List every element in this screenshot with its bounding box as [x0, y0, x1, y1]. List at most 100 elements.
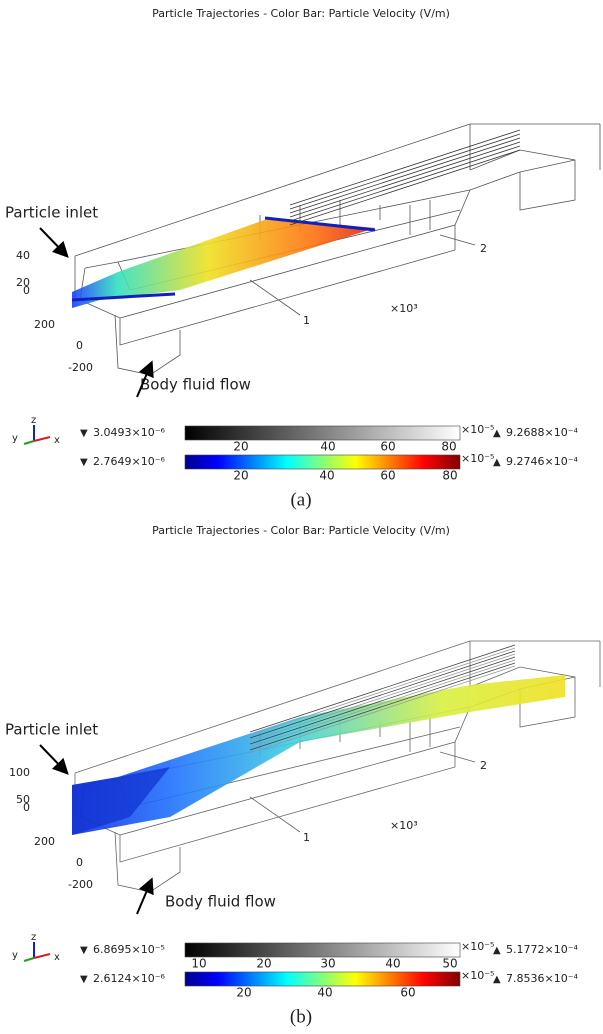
min-symbol: ▼ [80, 428, 88, 439]
colorbar [184, 425, 461, 441]
colorbar-tick-label: 20 [256, 957, 271, 971]
trajectory [249, 665, 516, 754]
colorbar-tick-label: 40 [319, 469, 334, 483]
arrow [39, 227, 69, 258]
wireframe [84, 159, 576, 269]
inlet-label: Particle inlet [5, 204, 98, 222]
colorbar-max: 9.2688×10⁻⁴ [506, 426, 579, 439]
max-symbol: ▲ [493, 945, 501, 956]
colorbar-tick-label: 80 [442, 469, 457, 483]
colorbar [184, 454, 461, 470]
axis-label: 0 [76, 856, 83, 869]
axis-label: ×10³ [390, 302, 418, 315]
trajectory-band [72, 675, 565, 835]
wireframe [249, 279, 301, 316]
colorbar-tick-label: 80 [441, 440, 456, 454]
colorbar-min: 3.0493×10⁻⁶ [93, 426, 166, 439]
colorbar-tick-label: 20 [236, 986, 251, 1000]
trajectory-band [72, 767, 170, 835]
wireframe [439, 751, 476, 763]
trajectory [289, 149, 521, 226]
triad-label: y [12, 433, 18, 444]
triad-label: z [31, 932, 36, 943]
axis-label: 0 [76, 339, 83, 352]
trajectory [289, 129, 521, 206]
colorbar-tick-label: 60 [380, 440, 395, 454]
max-symbol: ▲ [493, 457, 501, 468]
colorbar-tick-label: 30 [320, 957, 335, 971]
colorbar-tick-label: 10 [191, 957, 206, 971]
arrow [39, 744, 69, 775]
axis-label: ×10³ [390, 819, 418, 832]
colorbar [184, 942, 461, 958]
wireframe [469, 666, 576, 728]
trajectory [249, 647, 516, 736]
axis-label: 50 [16, 793, 30, 806]
trajectory [289, 137, 521, 214]
colorbar-tick-label: 40 [385, 957, 400, 971]
axis-label: 1 [303, 314, 310, 327]
colorbar-tick-label: 60 [380, 469, 395, 483]
trajectory [249, 656, 516, 745]
caption: (a) [290, 489, 311, 510]
flow-label: Body fluid flow [140, 376, 251, 394]
colorbar-tick-label: 20 [233, 469, 248, 483]
max-symbol: ▲ [493, 974, 501, 985]
flow-label: Body fluid flow [165, 893, 276, 911]
wireframe [119, 742, 456, 863]
trajectory [249, 644, 516, 733]
trajectory-band [72, 218, 375, 308]
min-symbol: ▼ [80, 457, 88, 468]
colorbar [184, 971, 461, 987]
wireframe [119, 225, 456, 346]
panel: Particle Trajectories - Color Bar: Parti… [5, 524, 601, 1027]
axis-label: 20 [16, 276, 30, 289]
triad-axis [23, 957, 35, 962]
colorbar-tick-label: 20 [233, 440, 248, 454]
colorbar-exponent: ×10⁻⁵ [461, 423, 494, 436]
triad-axis [23, 440, 35, 445]
colorbar-tick-label: 40 [317, 986, 332, 1000]
wireframe [114, 831, 181, 893]
caption: (b) [290, 1006, 312, 1027]
panel-title: Particle Trajectories - Color Bar: Parti… [152, 7, 450, 20]
triad-axis [33, 436, 51, 442]
trajectory [289, 133, 521, 210]
colorbar-exponent: ×10⁻⁵ [461, 452, 494, 465]
axis-label: 200 [34, 835, 55, 848]
axis-label: 1 [303, 831, 310, 844]
colorbar-tick-label: 40 [320, 440, 335, 454]
axis-label: 2 [480, 242, 487, 255]
min-symbol: ▼ [80, 945, 88, 956]
wireframe [469, 149, 576, 211]
axis-label: 200 [34, 318, 55, 331]
arrow [136, 877, 154, 915]
colorbar-max: 9.2746×10⁻⁴ [506, 455, 579, 468]
inlet-label: Particle inlet [5, 721, 98, 739]
trajectory [289, 145, 521, 222]
trajectory [249, 662, 516, 751]
colorbar-exponent: ×10⁻⁵ [461, 940, 494, 953]
axis-label: -200 [68, 878, 93, 891]
wireframe [249, 796, 301, 833]
colorbar-tick-label: 50 [442, 957, 457, 971]
trajectory [249, 659, 516, 748]
trajectory [264, 216, 376, 232]
colorbar-tick-label: 60 [400, 986, 415, 1000]
colorbar-min: 2.7649×10⁻⁶ [93, 455, 166, 468]
trajectory [289, 141, 521, 218]
triad-label: y [12, 950, 18, 961]
colorbar-min: 2.6124×10⁻⁶ [93, 972, 166, 985]
max-symbol: ▲ [493, 428, 501, 439]
colorbar-exponent: ×10⁻⁵ [461, 969, 494, 982]
axis-label: 100 [9, 766, 30, 779]
trajectory [71, 292, 176, 302]
wireframe [74, 640, 600, 774]
colorbar-max: 5.1772×10⁻⁴ [506, 943, 579, 956]
arrow [136, 360, 154, 398]
min-symbol: ▼ [80, 974, 88, 985]
triad-label: x [54, 435, 60, 446]
panel: Particle Trajectories - Color Bar: Parti… [5, 7, 601, 510]
colorbar-min: 6.8695×10⁻⁵ [93, 943, 165, 956]
axis-label: 40 [16, 249, 30, 262]
